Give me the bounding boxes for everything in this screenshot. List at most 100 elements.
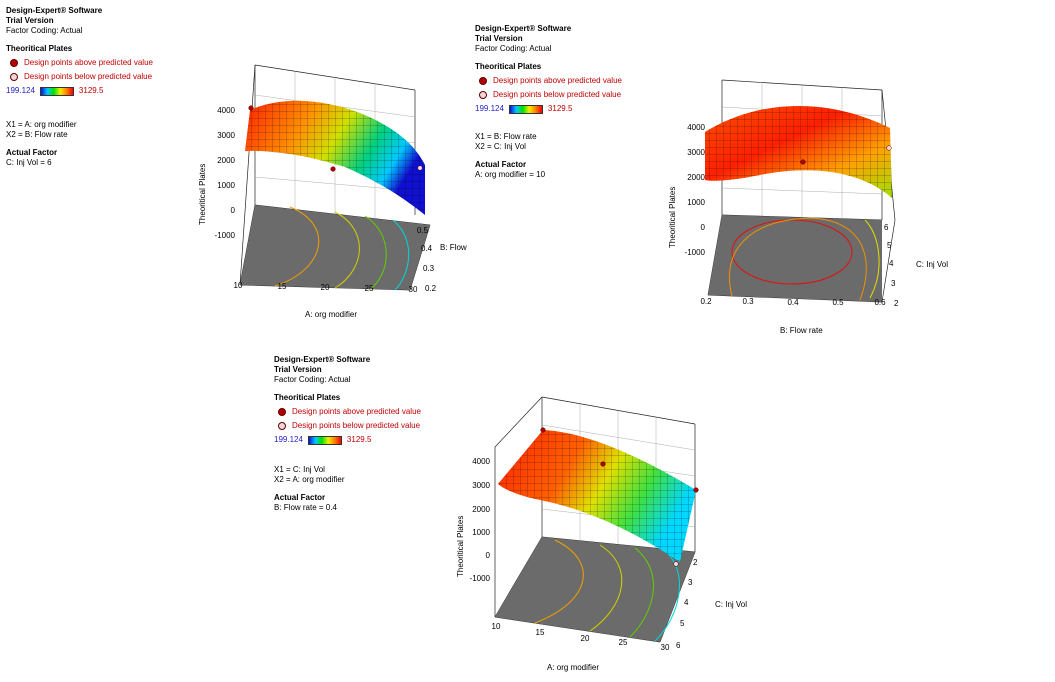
point-above-icon [479,77,487,85]
x-axis-label: B: Flow rate [780,326,823,335]
y-tick: 0.2 [425,284,437,293]
z-tick: 0 [701,223,706,232]
floor-contours [728,217,880,301]
legend-above: Design points above predicted value [479,76,622,86]
z-tick: 3000 [687,148,705,157]
z-ticks: 4000 3000 2000 1000 0 -1000 [215,106,236,240]
factor-coding: Factor Coding: Actual [274,375,351,384]
y-tick: 2 [693,558,698,567]
z-tick: -1000 [470,574,491,583]
z-tick: 4000 [217,106,235,115]
design-point-above [540,427,546,433]
x-tick: 0.6 [874,298,886,307]
floor-plane [708,215,882,302]
design-point-above [693,487,699,493]
x-axis-label: A: org modifier [305,310,357,319]
floor-plane [240,205,430,290]
design-point-above [330,166,336,172]
y-ticks: 2 3 4 5 6 [676,558,698,650]
floor-plane [495,537,695,642]
software-name: Design-Expert® Software [6,6,103,15]
point-below-icon [10,73,18,81]
floor-contours [274,206,410,291]
z-tick: 3000 [217,131,235,140]
x-ticks: 10 15 20 25 30 [492,622,670,652]
x-tick: 0.5 [832,298,844,307]
response-name: Theoritical Plates [274,393,341,402]
color-scale-bar [39,86,74,96]
y-tick: 2 [894,299,899,308]
y-tick: 5 [887,241,892,250]
y-axis-label: B: Flow [440,243,467,252]
x-tick: 25 [365,284,374,293]
x1-factor: X1 = C: Inj Vol [274,465,325,474]
z-tick: 1000 [687,198,705,207]
actual-factor-value: A: org modifier = 10 [475,170,546,179]
x-tick: 0.4 [787,298,799,307]
x-tick: 20 [321,283,330,292]
surface-mesh [245,100,425,215]
z-axis-label: Theoritical Plates [456,516,465,577]
x-ticks: 0.2 0.3 0.4 0.5 0.6 [700,297,886,307]
y-tick: 5 [680,619,685,628]
y-tick: 4 [889,259,894,268]
legend-below: Design points below predicted value [479,90,622,100]
point-above-icon [278,408,286,416]
actual-factor-value: B: Flow rate = 0.4 [274,503,337,512]
z-ticks: 4000 3000 2000 1000 0 -1000 [470,457,491,583]
z-tick: -1000 [215,231,236,240]
trial-version: Trial Version [475,34,523,43]
y-tick: 0.5 [417,226,429,235]
legend-above: Design points above predicted value [278,407,421,417]
color-scale: 199.124 3129.5 [6,86,104,96]
x-tick: 25 [619,638,628,647]
x2-factor: X2 = C: Inj Vol [475,142,526,151]
point-below-icon [278,422,286,430]
y-tick: 3 [891,279,896,288]
response-name: Theoritical Plates [6,44,73,53]
x-tick: 30 [661,643,670,652]
surface-mesh [498,430,696,562]
y-tick: 6 [676,641,681,650]
z-ticks: 4000 3000 2000 1000 0 -1000 [685,123,706,257]
x-ticks: 10 15 20 25 30 [234,281,418,294]
response-name: Theoritical Plates [475,62,542,71]
point-above-icon [10,59,18,67]
design-point-below [673,561,679,567]
z-tick: 2000 [472,505,490,514]
legend-panel-2: Design-Expert® Software Trial Version Fa… [475,24,622,180]
color-scale-bar [307,435,342,445]
factor-coding: Factor Coding: Actual [475,44,552,53]
x-axis-label: A: org modifier [547,663,599,672]
software-name: Design-Expert® Software [274,355,371,364]
z-tick: 0 [486,551,491,560]
x-tick: 30 [409,285,418,294]
point-below-icon [479,91,487,99]
legend-above: Design points above predicted value [10,58,153,68]
design-point-below [886,145,892,151]
x1-factor: X1 = B: Flow rate [475,132,537,141]
z-tick: 4000 [472,457,490,466]
surface-mesh [705,105,892,198]
design-point-above [600,461,606,467]
x-tick: 20 [581,634,590,643]
x-tick: 15 [536,628,545,637]
y-tick: 3 [688,578,693,587]
trial-version: Trial Version [274,365,322,374]
z-tick: 1000 [472,528,490,537]
software-name: Design-Expert® Software [475,24,572,33]
design-point-below [417,165,423,171]
x-tick: 10 [234,281,243,290]
legend-panel-3: Design-Expert® Software Trial Version Fa… [274,355,421,513]
y-tick: 0.4 [421,244,433,253]
z-axis-label: Theoritical Plates [198,164,207,225]
actual-factor-title: Actual Factor [475,160,527,169]
surface-plot-1: 4000 3000 2000 1000 0 -1000 Theoritical … [198,64,467,319]
y-ticks: 6 5 4 3 2 [884,223,899,308]
surface-plot-2: 4000 3000 2000 1000 0 -1000 Theoritical … [668,79,948,335]
design-point-above [248,105,254,111]
legend-below: Design points below predicted value [278,421,421,431]
x-tick: 15 [278,282,287,291]
z-tick: 2000 [217,156,235,165]
z-tick: 3000 [472,481,490,490]
